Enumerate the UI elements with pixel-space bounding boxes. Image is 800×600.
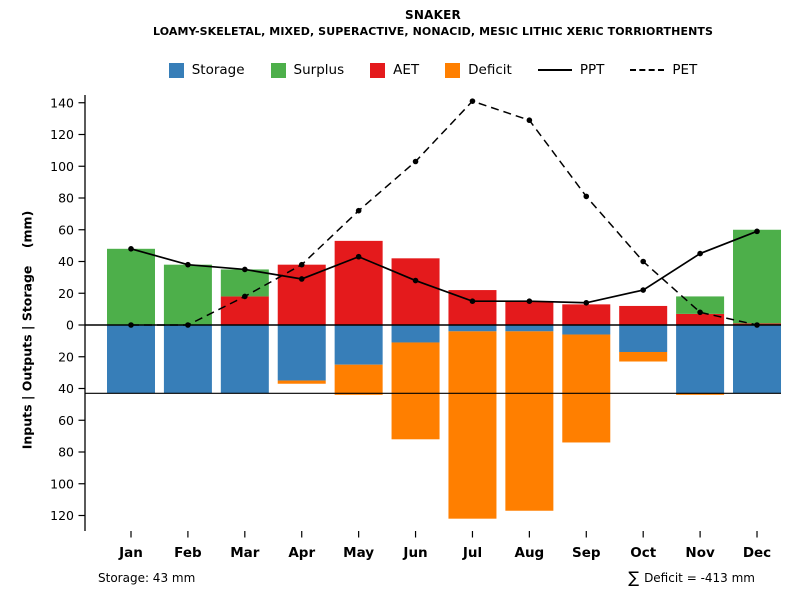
legend-item-pet: PET xyxy=(630,62,697,78)
svg-text:100: 100 xyxy=(50,159,74,174)
line-ppt xyxy=(128,228,760,306)
solid-line-icon xyxy=(537,69,572,71)
svg-text:Apr: Apr xyxy=(288,545,315,561)
bars-layer xyxy=(107,229,782,519)
svg-text:Jul: Jul xyxy=(462,545,482,561)
svg-text:100: 100 xyxy=(50,476,74,491)
storage-note: Storage: 43 mm xyxy=(98,571,196,585)
svg-text:0: 0 xyxy=(66,318,74,333)
chart-subtitle: LOAMY-SKELETAL, MIXED, SUPERACTIVE, NONA… xyxy=(153,25,713,38)
legend-label-pet: PET xyxy=(672,62,698,78)
svg-text:Dec: Dec xyxy=(743,545,771,561)
dashed-line-icon xyxy=(630,69,665,71)
svg-text:20: 20 xyxy=(58,286,74,301)
svg-text:Mar: Mar xyxy=(230,545,260,561)
legend-label-ppt: PPT xyxy=(579,62,605,78)
deficit-total-note: ∑ Deficit = -413 mm xyxy=(628,568,755,587)
legend-label-surplus: Surplus xyxy=(293,62,345,78)
storage-swatch-icon xyxy=(168,62,184,78)
svg-text:80: 80 xyxy=(58,445,74,460)
legend-label-deficit: Deficit xyxy=(468,62,512,78)
svg-text:Jan: Jan xyxy=(118,545,143,561)
bars-storage xyxy=(107,325,782,394)
legend-item-aet: AET xyxy=(370,62,419,78)
chart-header: SNAKER LOAMY-SKELETAL, MIXED, SUPERACTIV… xyxy=(85,8,781,38)
legend-item-deficit: Deficit xyxy=(445,62,512,78)
surplus-swatch-icon xyxy=(270,62,286,78)
legend-label-aet: AET xyxy=(393,62,420,78)
y-axis-label: Inputs | Outputs | Storage (mm) xyxy=(19,210,35,450)
svg-text:140: 140 xyxy=(50,95,74,110)
svg-text:80: 80 xyxy=(58,191,74,206)
y-axis: 140 120 100 80 60 40 20 0 20 40 60 80 100 120 xyxy=(50,95,86,531)
svg-text:40: 40 xyxy=(58,254,74,269)
legend-item-ppt: PPT xyxy=(537,62,605,78)
svg-text:Sep: Sep xyxy=(572,545,601,561)
aet-swatch-icon xyxy=(370,62,386,78)
sigma-icon: ∑ xyxy=(628,568,640,587)
chart-title: SNAKER xyxy=(405,8,461,22)
deficit-swatch-icon xyxy=(445,62,461,78)
deficit-total-text: Deficit = -413 mm xyxy=(644,571,755,585)
bars-deficit xyxy=(277,331,725,519)
chart-legend: Storage Surplus AET Deficit PPT PET xyxy=(85,62,781,78)
svg-text:Oct: Oct xyxy=(630,545,656,561)
svg-text:20: 20 xyxy=(58,349,74,364)
legend-item-surplus: Surplus xyxy=(270,62,345,78)
svg-text:60: 60 xyxy=(58,413,74,428)
svg-text:Feb: Feb xyxy=(174,545,202,561)
svg-text:Nov: Nov xyxy=(685,545,715,561)
svg-text:60: 60 xyxy=(58,222,74,237)
svg-text:Aug: Aug xyxy=(515,545,545,561)
bars-surplus xyxy=(107,229,782,325)
svg-text:May: May xyxy=(343,545,374,561)
svg-text:40: 40 xyxy=(58,381,74,396)
legend-label-storage: Storage xyxy=(191,62,245,78)
legend-item-storage: Storage xyxy=(168,62,245,78)
svg-text:120: 120 xyxy=(50,508,74,523)
svg-text:Jun: Jun xyxy=(402,545,427,561)
line-pet xyxy=(128,98,760,328)
x-axis: Jan Feb Mar Apr May Jun Jul Aug Sep Oct Nov Dec xyxy=(118,531,771,561)
bars-aet xyxy=(220,240,782,325)
svg-text:120: 120 xyxy=(50,127,74,142)
